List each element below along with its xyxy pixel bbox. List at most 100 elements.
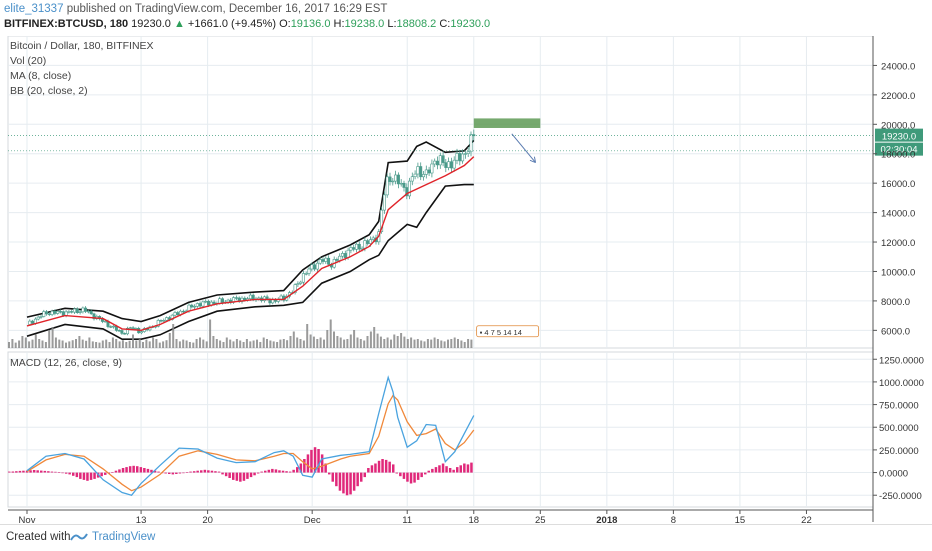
macd-histogram-bar <box>192 471 196 473</box>
countdown-tag-bg <box>875 142 923 156</box>
macd-histogram-bar <box>93 472 96 479</box>
macd-pane <box>8 375 475 496</box>
volume-legend[interactable]: Vol (20) <box>10 55 47 67</box>
macd-histogram-bar <box>221 472 224 475</box>
countdown-tag: 02:30:04 <box>881 145 918 156</box>
volume-bar <box>212 336 215 348</box>
candle-body <box>421 174 425 178</box>
macd-histogram-bar <box>104 472 107 475</box>
volume-bar <box>88 337 91 348</box>
candle-body <box>45 311 49 315</box>
volume-bar <box>219 340 222 348</box>
macd-histogram-bar <box>384 459 388 473</box>
candle-body <box>444 162 448 168</box>
time-tick-label: 8 <box>671 515 676 526</box>
volume-bar <box>339 337 342 348</box>
candle-body <box>123 333 127 335</box>
macd-histogram-bar <box>132 465 135 473</box>
candle-body <box>181 310 185 313</box>
candle-body <box>461 153 465 162</box>
macd-histogram-bar <box>143 468 146 473</box>
price-tick-label: 18000.0 <box>881 150 915 161</box>
macd-histogram-bar <box>342 472 345 494</box>
macd-histogram-bar <box>441 463 445 473</box>
volume-bar <box>433 337 436 348</box>
volume-bar <box>326 330 329 348</box>
projection-arrow[interactable] <box>511 133 536 163</box>
macd-histogram-bar <box>125 467 128 473</box>
macd-histogram-bar <box>456 467 459 473</box>
volume-bar <box>8 342 10 348</box>
volume-bar <box>24 337 27 348</box>
candle-body <box>313 264 317 270</box>
price-tick-label: 14000.0 <box>881 209 915 220</box>
volume-bar <box>447 339 449 348</box>
volume-bar <box>108 342 111 348</box>
volume-bar <box>192 342 195 348</box>
target-zone-box[interactable] <box>473 118 541 128</box>
volume-bar <box>460 340 463 348</box>
macd-histogram-bar <box>424 472 427 475</box>
volume-bar <box>420 340 423 348</box>
candle-body <box>86 310 90 313</box>
chart-title[interactable]: Bitcoin / Dollar, 180, BITFINEX <box>10 40 154 52</box>
volume-bar <box>81 339 84 348</box>
candle-body <box>430 163 434 174</box>
macd-histogram-bar <box>388 461 391 473</box>
candle-body <box>159 320 163 322</box>
tradingview-link[interactable]: TradingView <box>92 531 156 543</box>
candle-body <box>126 327 130 335</box>
volume-bar <box>91 341 94 348</box>
volume-bar <box>225 337 228 348</box>
candle-body <box>327 257 331 265</box>
macd-histogram-bar <box>448 468 452 473</box>
bb-legend[interactable]: BB (20, close, 2) <box>10 85 88 97</box>
candle-body <box>382 194 386 211</box>
volume-bar <box>319 337 322 348</box>
macd-histogram-bar <box>29 470 32 473</box>
macd-legend[interactable]: MACD (12, 26, close, 9) <box>10 357 123 369</box>
macd-histogram-bar <box>11 471 15 473</box>
candle-body <box>201 301 205 307</box>
volume-bar <box>316 339 319 348</box>
candle-body <box>366 240 370 244</box>
macd-histogram-bar <box>72 472 75 476</box>
candle-body <box>380 209 384 233</box>
candle-body <box>349 247 353 251</box>
volume-bar <box>175 339 178 348</box>
macd-histogram-bar <box>136 466 139 473</box>
macd-histogram-bar <box>22 470 25 473</box>
symbol-label[interactable]: BITFINEX:BTCUSD, 180 <box>4 18 129 30</box>
candle-body <box>112 325 116 328</box>
macd-histogram-bar <box>306 454 310 473</box>
annotations[interactable]: 19230.0 02:30:04 ▪ 4 7 5 14 14 <box>8 118 923 338</box>
volume-bar <box>390 339 392 348</box>
author-link[interactable]: elite_31337 <box>4 3 64 15</box>
macd-histogram-bar <box>189 471 192 473</box>
macd-histogram-bar <box>153 470 157 473</box>
volume-bar <box>262 337 265 348</box>
macd-histogram-bar <box>395 472 398 474</box>
macd-histogram-bar <box>274 469 278 473</box>
candle-body <box>190 304 194 308</box>
candle-body <box>357 243 361 250</box>
low-value: 18808.2 <box>396 18 437 30</box>
volume-bar <box>195 339 198 348</box>
projection-arrow-head <box>529 159 536 164</box>
volume-bar <box>162 341 165 348</box>
volume-bar <box>346 339 349 348</box>
candle-body <box>343 253 347 258</box>
candle-body <box>410 176 414 182</box>
candle-body <box>134 327 138 330</box>
candle-body <box>81 307 85 313</box>
macd-histogram-bar <box>416 472 420 480</box>
volume-bar <box>178 341 181 348</box>
volume-bar <box>41 340 44 348</box>
ma-legend[interactable]: MA (8, close) <box>10 70 72 82</box>
volume-bar <box>14 342 17 348</box>
macd-histogram-bar <box>463 463 466 473</box>
time-tick-label: 11 <box>402 515 412 526</box>
candle-body <box>58 311 62 313</box>
macd-histogram-bar <box>452 469 455 473</box>
